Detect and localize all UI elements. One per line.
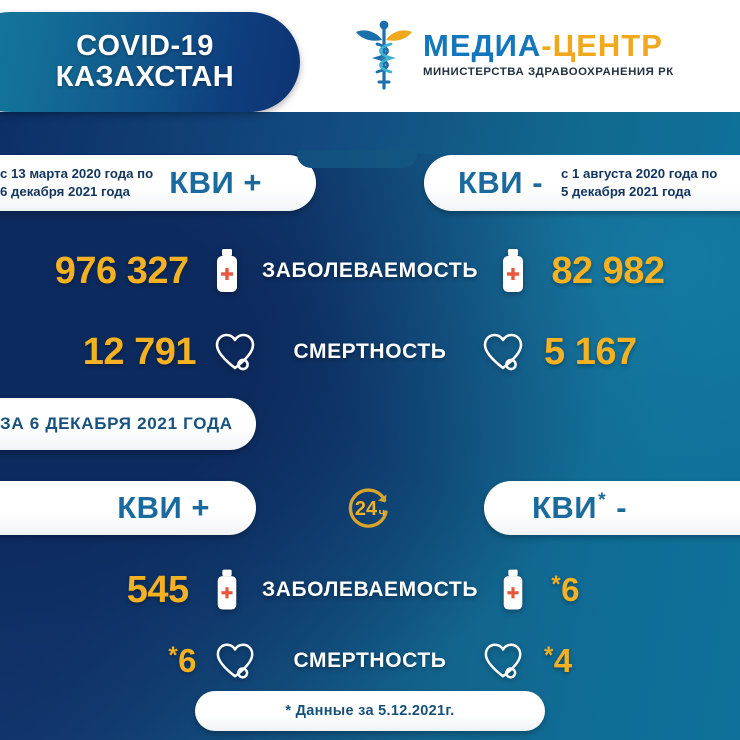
daily-incidence-label-cell: ЗАБОЛЕВАЕМОСТЬ: [262, 578, 478, 602]
daily-negative-label-base: КВИ: [532, 490, 598, 525]
daily-date-label: ЗА 6 ДЕКАБРЯ 2021 ГОДА: [0, 414, 233, 433]
title-line-covid: COVID-19: [76, 29, 214, 62]
footnote-text: * Данные за 5.12.2021г.: [285, 703, 455, 719]
value-number: 4: [553, 642, 572, 680]
daily-incidence-negative-value: *6: [551, 570, 579, 609]
daily-mortality-negative-value: *4: [544, 641, 572, 680]
daily-incidence-row: 545 ЗАБОЛЕВАЕМОСТЬ *6: [0, 568, 740, 612]
footnote-pill: * Данные за 5.12.2021г.: [195, 691, 545, 731]
cumulative-kvi-negative-pill: КВИ - с 1 августа 2020 года по 5 декабря…: [424, 155, 740, 211]
daily-kvi-positive-pill: КВИ +: [0, 481, 256, 535]
cumulative-positive-daterange: с 13 марта 2020 года по 6 декабря 2021 г…: [0, 165, 153, 201]
medicine-bottle-icon: [193, 568, 262, 612]
daily-negative-label-sign: -: [616, 490, 628, 525]
cumulative-mortality-positive-value: 12 791: [82, 330, 197, 373]
stethoscope-heart-icon: [468, 640, 540, 682]
24-hours-badge: 24 ч: [345, 483, 395, 533]
daily-negative-label: КВИ* -: [532, 490, 627, 526]
header-band-notch: [297, 150, 417, 168]
daterange-line-2: 5 декабря 2021 года: [561, 184, 691, 199]
daily-incidence-positive-value: 545: [126, 568, 189, 611]
cumulative-mortality-negative-value: 5 167: [544, 330, 637, 373]
page-title: COVID-19 КАЗАХСТАН: [55, 29, 235, 94]
daily-negative-label-asterisk: *: [598, 490, 607, 512]
cumulative-incidence-row: 976 327 ЗАБОЛЕВАЕМОСТЬ 82 982: [0, 248, 740, 294]
value-asterisk: *: [551, 570, 561, 598]
header-bar: COVID-19 КАЗАХСТАН МЕДИА-ЦЕНТР: [0, 0, 740, 112]
logo-title-primary: МЕДИА: [423, 28, 542, 63]
value-number: 6: [178, 642, 196, 680]
value-asterisk: *: [168, 641, 178, 669]
value-number: 6: [561, 571, 579, 609]
cumulative-kvi-positive-pill: с 13 марта 2020 года по 6 декабря 2021 г…: [0, 155, 316, 211]
cumulative-incidence-label: ЗАБОЛЕВАЕМОСТЬ: [261, 259, 479, 282]
header-divider-band: [0, 112, 740, 154]
svg-text:ч: ч: [379, 507, 385, 519]
daily-incidence-label: ЗАБОЛЕВАЕМОСТЬ: [261, 578, 479, 601]
covid-title-banner: COVID-19 КАЗАХСТАН: [0, 12, 300, 112]
caduceus-icon: [355, 16, 413, 92]
cumulative-mortality-label-cell: СМЕРТНОСТЬ: [272, 340, 468, 364]
stethoscope-heart-icon: [468, 330, 540, 374]
cumulative-mortality-right-cell: 5 167: [540, 331, 740, 374]
cumulative-positive-label: КВИ +: [169, 165, 262, 200]
daily-mortality-left-cell: *6: [0, 642, 200, 681]
daterange-line-1: с 13 марта 2020 года по: [0, 166, 154, 182]
cumulative-mortality-left-cell: 12 791: [0, 331, 200, 374]
daily-mortality-label: СМЕРТНОСТЬ: [293, 649, 447, 672]
stethoscope-heart-icon: [200, 640, 272, 682]
daily-kvi-negative-pill: КВИ* -: [484, 481, 740, 535]
daily-mortality-row: *6 СМЕРТНОСТЬ *4: [0, 640, 740, 682]
daily-incidence-left-cell: 545: [0, 569, 193, 612]
stethoscope-heart-icon: [200, 330, 272, 374]
title-line-country: КАЗАХСТАН: [55, 61, 235, 93]
mediacenter-logo: МЕДИА-ЦЕНТР МИНИСТЕРСТВА ЗДРАВООХРАНЕНИЯ…: [355, 16, 674, 92]
medicine-bottle-icon: [478, 568, 547, 612]
logo-title: МЕДИА-ЦЕНТР: [423, 30, 674, 61]
daily-date-pill: ЗА 6 ДЕКАБРЯ 2021 ГОДА: [0, 398, 256, 450]
svg-text:24: 24: [355, 498, 378, 520]
cumulative-incidence-negative-value: 82 982: [551, 249, 665, 292]
daily-mortality-positive-value: *6: [168, 641, 196, 680]
cumulative-mortality-label: СМЕРТНОСТЬ: [293, 340, 447, 363]
daily-positive-label: КВИ +: [117, 490, 210, 525]
daily-mortality-label-cell: СМЕРТНОСТЬ: [272, 649, 468, 673]
medicine-bottle-icon: [478, 248, 547, 294]
cumulative-incidence-positive-value: 976 327: [54, 249, 189, 292]
logo-wordmark: МЕДИА-ЦЕНТР МИНИСТЕРСТВА ЗДРАВООХРАНЕНИЯ…: [423, 30, 674, 78]
daterange-line-2: 6 декабря 2021 года: [0, 184, 130, 199]
cumulative-mortality-row: 12 791 СМЕРТНОСТЬ 5 167: [0, 330, 740, 374]
medicine-bottle-icon: [193, 248, 262, 294]
cumulative-incidence-right-cell: 82 982: [547, 250, 740, 293]
daily-incidence-right-cell: *6: [547, 571, 740, 610]
cumulative-incidence-label-cell: ЗАБОЛЕВАЕМОСТЬ: [262, 259, 478, 283]
daterange-line-1: с 1 августа 2020 года по: [561, 166, 718, 182]
logo-title-accent: -ЦЕНТР: [541, 28, 663, 63]
value-asterisk: *: [544, 641, 553, 669]
cumulative-negative-label: КВИ -: [458, 165, 544, 200]
cumulative-incidence-left-cell: 976 327: [0, 250, 193, 293]
cumulative-negative-daterange: с 1 августа 2020 года по 5 декабря 2021 …: [561, 165, 717, 201]
logo-subtitle: МИНИСТЕРСТВА ЗДРАВООХРАНЕНИЯ РК: [423, 66, 674, 78]
daily-mortality-right-cell: *4: [540, 642, 740, 681]
